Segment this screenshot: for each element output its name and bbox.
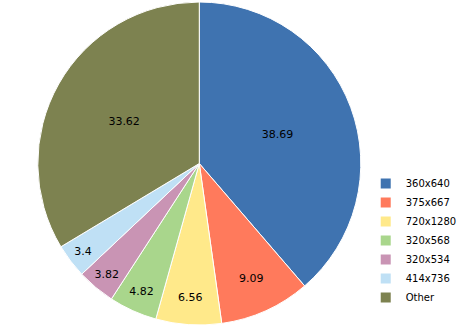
svg-text:3.4: 3.4 [74, 245, 92, 258]
svg-text:360x640: 360x640 [406, 178, 450, 189]
svg-text:4.82: 4.82 [129, 285, 154, 298]
svg-text:720x1280: 720x1280 [406, 216, 456, 227]
svg-text:33.62: 33.62 [108, 115, 139, 128]
svg-text:6.56: 6.56 [178, 291, 203, 304]
svg-text:9.09: 9.09 [239, 272, 264, 285]
svg-text:375x667: 375x667 [406, 197, 450, 208]
svg-text:3.82: 3.82 [95, 268, 120, 281]
svg-text:320x534: 320x534 [406, 254, 450, 265]
svg-text:38.69: 38.69 [262, 128, 294, 141]
svg-text:Other: Other [406, 292, 435, 303]
svg-text:320x568: 320x568 [406, 235, 450, 246]
svg-text:414x736: 414x736 [406, 273, 450, 284]
